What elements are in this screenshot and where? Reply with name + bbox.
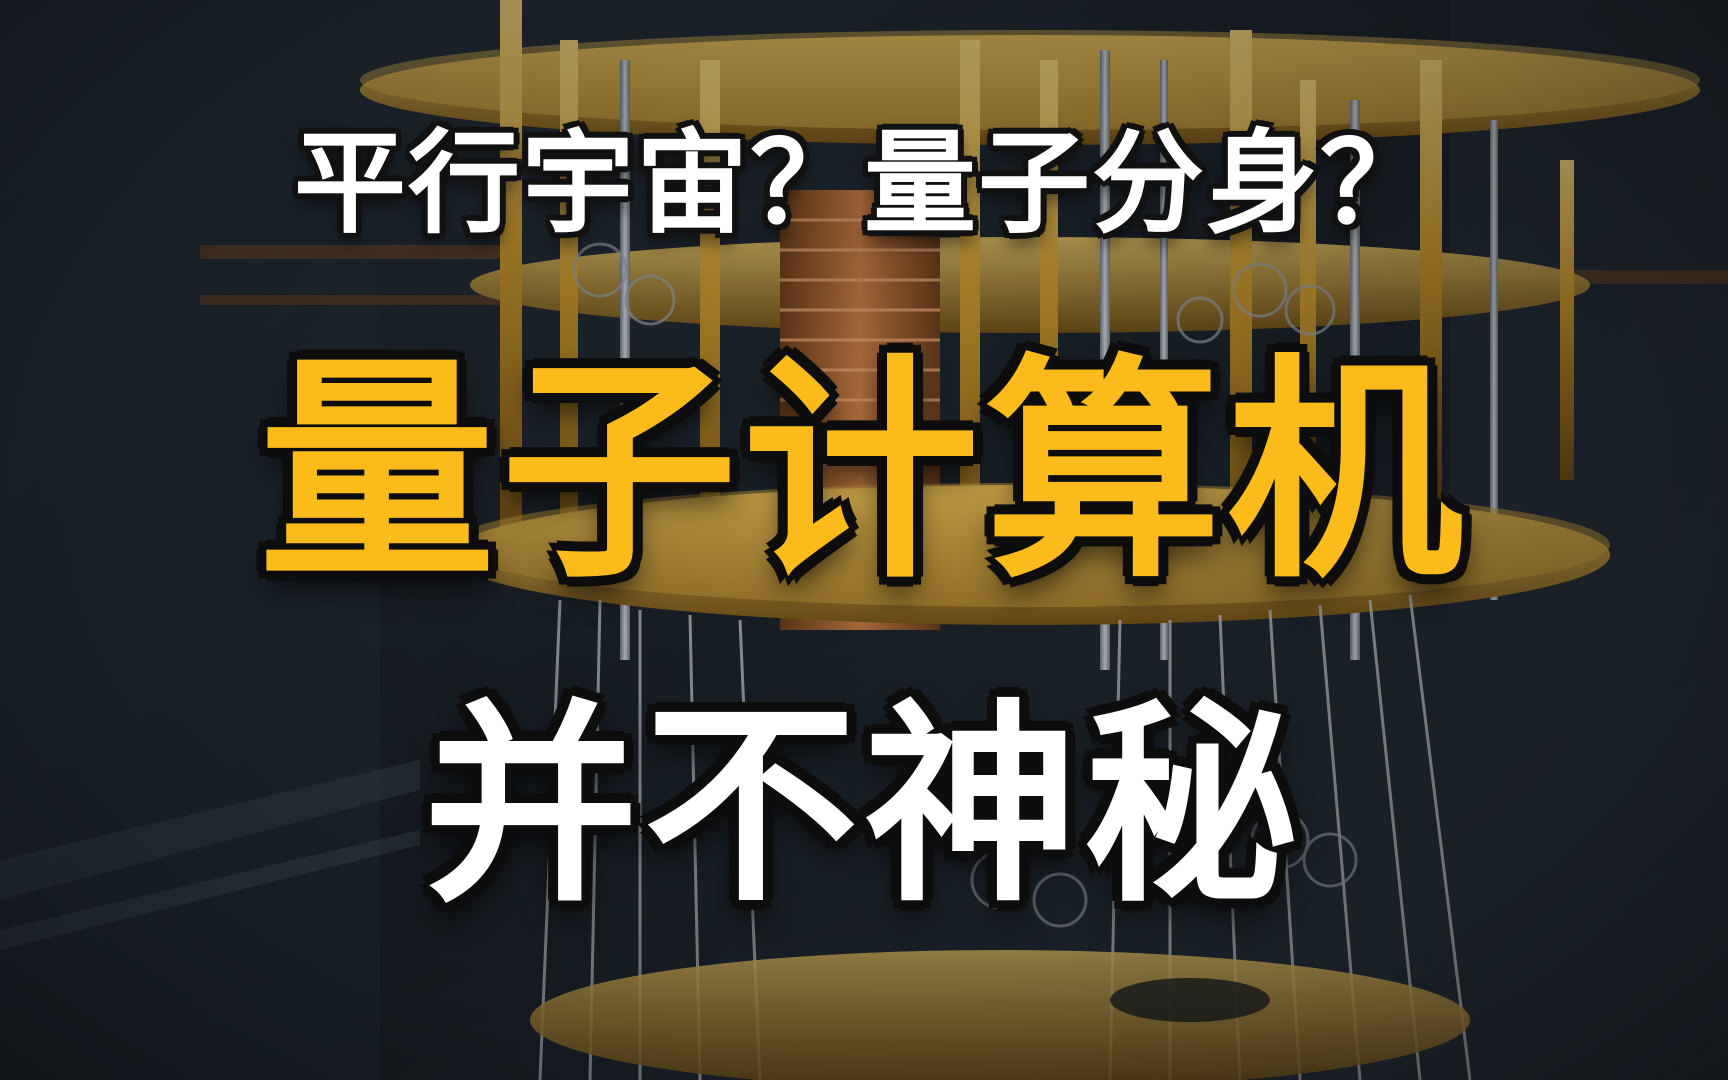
tagline: 并不神秘 [424,682,1304,931]
main-title: 量子计算机 [258,335,1469,610]
subtitle-question: 平行宇宙？量子分身？ [294,119,1434,249]
